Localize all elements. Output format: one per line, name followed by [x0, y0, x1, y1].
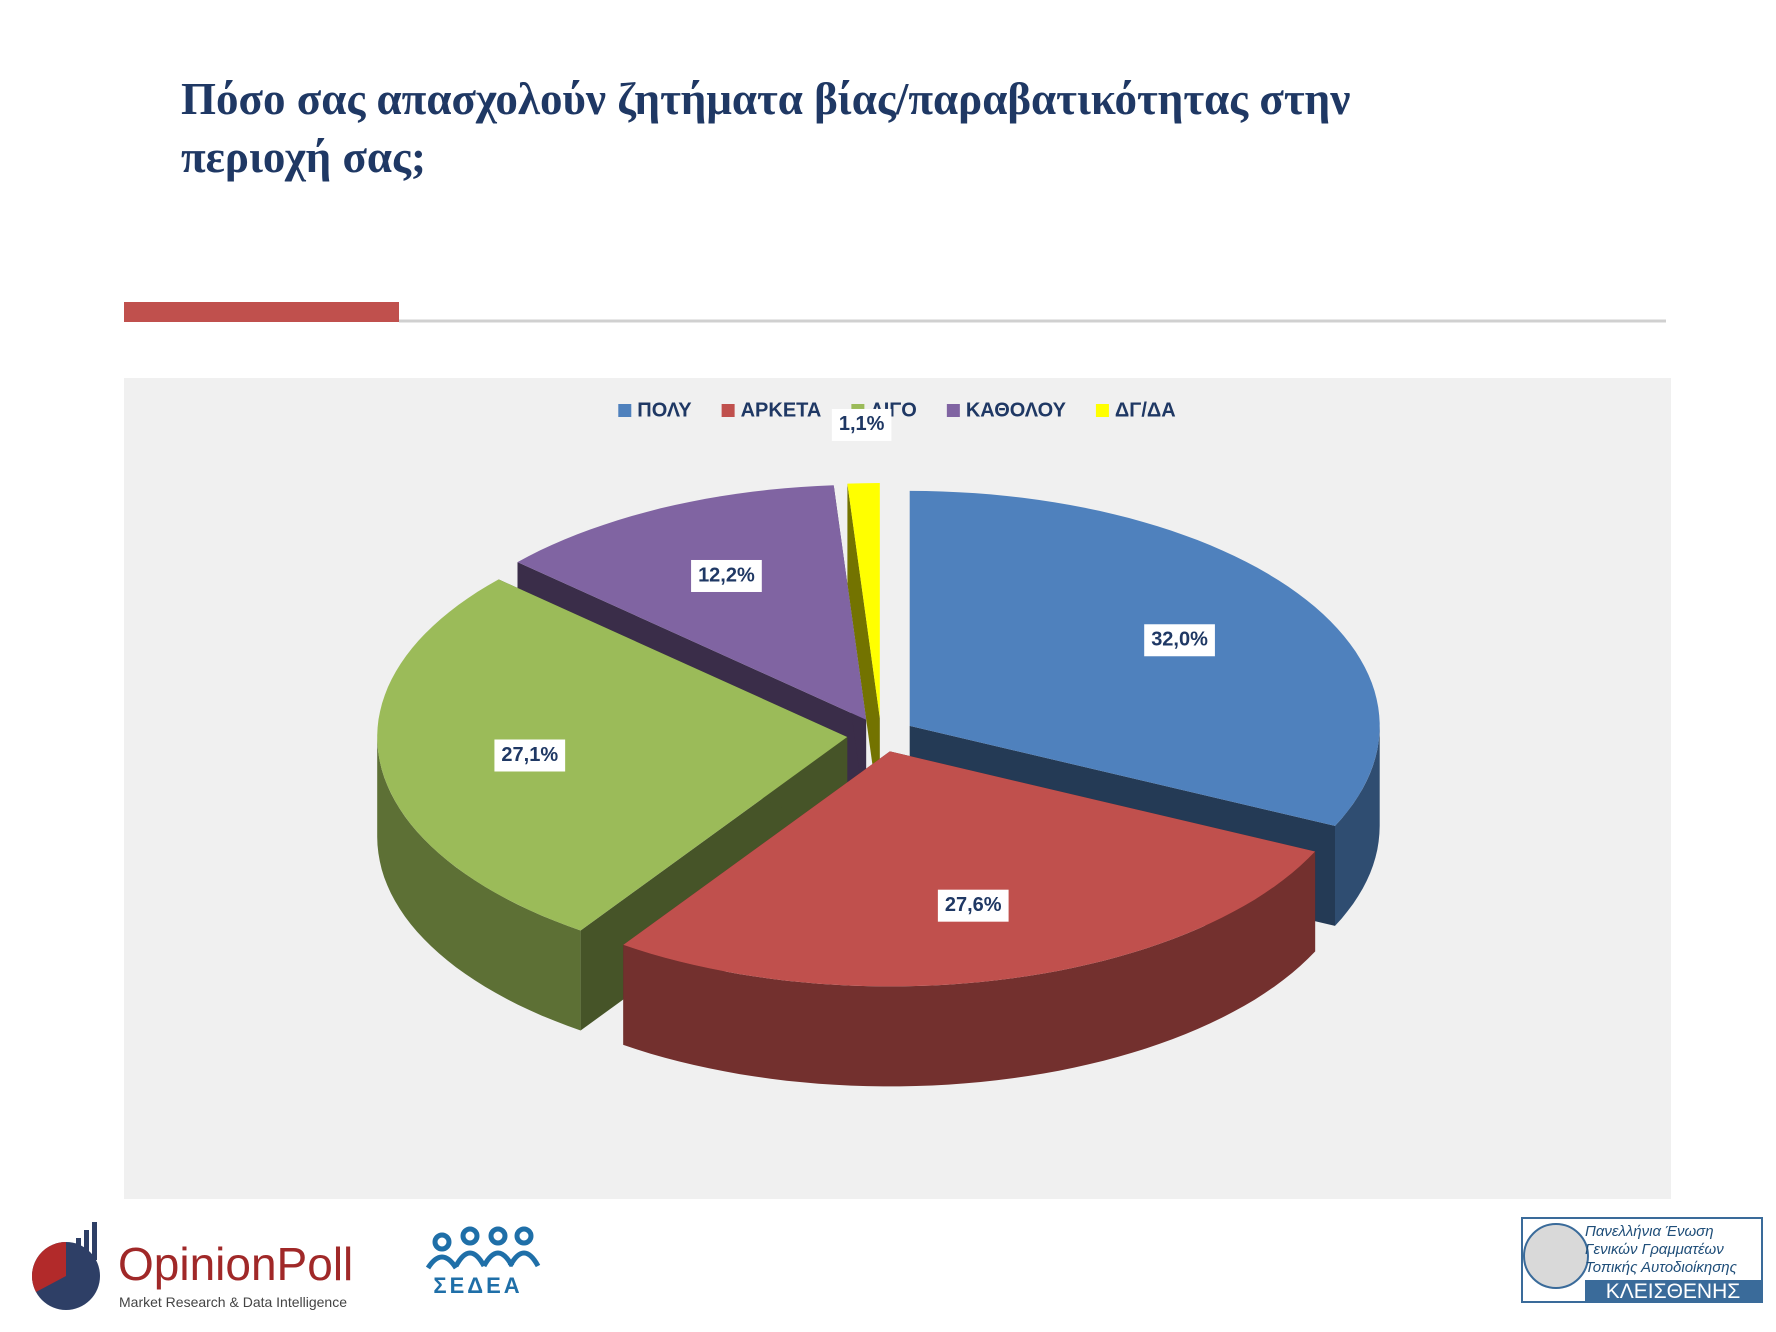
pie-slice: 1,1% [831, 408, 892, 818]
value-label: 27,1% [501, 744, 558, 766]
legend-swatch [1095, 404, 1109, 417]
slice [909, 490, 1380, 826]
value-label-box [831, 408, 892, 441]
legend-swatch [721, 404, 735, 417]
slice-wall [377, 737, 581, 1031]
logo-text: ΚΛΕΙΣΘΕΝΗΣ [1606, 1280, 1741, 1303]
logo-tagline: Market Research & Data Intelligence [119, 1294, 347, 1310]
logo-text: OpinionPoll [118, 1238, 353, 1290]
kleisthenis-logo: Πανελλήνια Ένωση Γενικών Γραμματέων Τοπι… [1521, 1217, 1763, 1303]
pie-slice: 27,6% [623, 751, 1316, 1087]
value-label: 1,1% [839, 413, 885, 435]
slice [847, 483, 880, 718]
opinion-poll-logo: OpinionPoll Market Research & Data Intel… [31, 1222, 353, 1310]
legend-label: ΑΡΚΕΤΑ [741, 399, 822, 421]
accent-bar [124, 302, 399, 322]
chart: ΠΟΛΥ ΑΡΚΕΤΑ ΛΙΓΟ ΚΑΘΟΛΟΥ ΔΓ/ΔΑ1,1%12,2%32,0%… [377, 399, 1380, 1087]
title-line-2: περιοχή σας; [181, 132, 426, 182]
logo-line: Γενικών Γραμματέων [1585, 1241, 1724, 1258]
value-label: 32,0% [1151, 629, 1208, 651]
value-label-box [494, 739, 566, 772]
slice [517, 485, 867, 720]
legend-label: ΠΟΛΥ [637, 399, 692, 421]
slice-side [847, 483, 880, 818]
logo-line: Τοπικής Αυτοδιοίκησης [1585, 1259, 1738, 1276]
sedea-logo: ΣΕΔΕΑ [425, 1226, 541, 1298]
value-label-box [691, 559, 762, 592]
legend-label: ΔΓ/ΔΑ [1115, 399, 1176, 421]
value-label-box [937, 889, 1009, 922]
slice [623, 751, 1316, 987]
value-label: 27,6% [945, 894, 1002, 916]
slice-wall [1335, 725, 1380, 926]
title-line-1: Πόσο σας απασχολούν ζητήματα βίας/παραβα… [181, 74, 1350, 124]
legend-swatch [946, 404, 960, 417]
legend-label: ΚΑΘΟΛΟΥ [966, 399, 1067, 421]
logo-text: ΣΕΔΕΑ [433, 1273, 522, 1298]
value-label: 12,2% [698, 564, 755, 586]
slice-wall [623, 851, 1316, 1087]
slice [377, 579, 848, 931]
legend-swatch [618, 404, 632, 417]
value-label-box [1144, 624, 1215, 657]
logo-line: Πανελλήνια Ένωση [1585, 1223, 1714, 1240]
